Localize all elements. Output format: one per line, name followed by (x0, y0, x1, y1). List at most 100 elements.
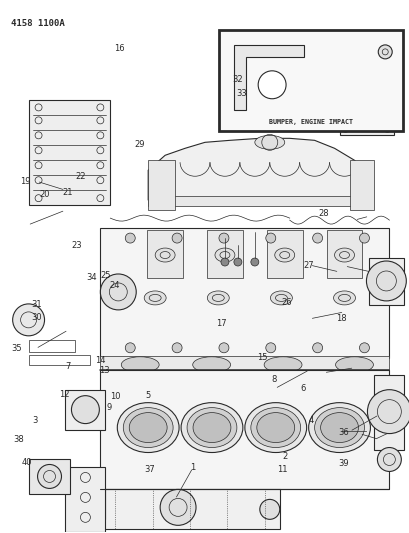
Text: 18: 18 (336, 314, 346, 323)
Polygon shape (65, 467, 105, 532)
Circle shape (172, 343, 182, 353)
Text: 28: 28 (317, 209, 328, 218)
Ellipse shape (123, 408, 173, 448)
Ellipse shape (207, 291, 229, 305)
Polygon shape (29, 459, 70, 495)
Polygon shape (100, 356, 389, 375)
Text: 34: 34 (86, 273, 97, 281)
Ellipse shape (144, 291, 166, 305)
Polygon shape (348, 160, 373, 210)
Text: 40: 40 (22, 458, 32, 466)
Ellipse shape (270, 291, 292, 305)
Ellipse shape (121, 357, 159, 373)
Text: 24: 24 (109, 280, 119, 289)
Text: 30: 30 (31, 312, 42, 321)
Ellipse shape (117, 402, 179, 453)
Circle shape (366, 390, 409, 433)
Ellipse shape (187, 408, 236, 448)
Text: 37: 37 (144, 465, 155, 474)
Circle shape (377, 448, 400, 472)
Circle shape (312, 343, 322, 353)
Circle shape (13, 304, 45, 336)
Polygon shape (148, 160, 175, 210)
Text: 35: 35 (12, 344, 22, 353)
Text: 5: 5 (145, 391, 150, 400)
Text: 38: 38 (13, 435, 25, 444)
Polygon shape (100, 228, 389, 358)
Polygon shape (266, 230, 302, 278)
Polygon shape (29, 100, 110, 205)
Circle shape (312, 233, 322, 243)
Ellipse shape (193, 413, 230, 442)
Polygon shape (100, 370, 389, 489)
Circle shape (259, 499, 279, 519)
Ellipse shape (334, 248, 354, 262)
Text: 4: 4 (308, 416, 313, 425)
Text: 22: 22 (75, 172, 85, 181)
Text: 26: 26 (281, 298, 291, 307)
Circle shape (71, 395, 99, 424)
Polygon shape (334, 91, 344, 120)
Polygon shape (339, 66, 393, 135)
Ellipse shape (314, 408, 364, 448)
Ellipse shape (129, 413, 167, 442)
Circle shape (100, 274, 136, 310)
Polygon shape (326, 230, 362, 278)
Text: 19: 19 (20, 177, 30, 186)
Circle shape (172, 233, 182, 243)
Text: 23: 23 (71, 241, 81, 250)
Ellipse shape (250, 408, 300, 448)
Polygon shape (373, 375, 403, 449)
Polygon shape (100, 489, 279, 529)
Ellipse shape (181, 402, 242, 453)
Circle shape (366, 261, 405, 301)
Circle shape (38, 464, 61, 488)
Circle shape (160, 489, 196, 526)
Ellipse shape (308, 402, 370, 453)
Circle shape (359, 343, 369, 353)
Circle shape (250, 258, 258, 266)
Ellipse shape (155, 248, 175, 262)
Text: 21: 21 (63, 188, 73, 197)
Text: 4158 1100A: 4158 1100A (11, 19, 64, 28)
Ellipse shape (256, 413, 294, 442)
Text: BUMPER, ENGINE IMPACT: BUMPER, ENGINE IMPACT (269, 119, 353, 125)
Ellipse shape (335, 357, 373, 373)
Text: 6: 6 (300, 384, 305, 393)
Text: 7: 7 (65, 362, 71, 371)
Circle shape (265, 233, 275, 243)
Text: 14: 14 (95, 356, 106, 365)
Circle shape (125, 343, 135, 353)
Text: 27: 27 (303, 261, 314, 270)
Circle shape (359, 233, 369, 243)
Circle shape (220, 258, 228, 266)
Text: 32: 32 (232, 75, 243, 84)
Ellipse shape (333, 291, 355, 305)
Circle shape (218, 233, 228, 243)
Circle shape (338, 72, 393, 128)
Text: 17: 17 (216, 319, 226, 328)
Text: 15: 15 (256, 353, 267, 362)
Text: 16: 16 (114, 44, 124, 53)
Text: 25: 25 (101, 271, 111, 279)
Text: 10: 10 (110, 392, 120, 401)
Circle shape (233, 258, 241, 266)
Circle shape (258, 71, 285, 99)
Text: 8: 8 (271, 375, 276, 384)
Text: 13: 13 (99, 366, 110, 375)
Polygon shape (207, 230, 242, 278)
Text: 12: 12 (58, 390, 69, 399)
Text: 36: 36 (338, 428, 348, 437)
Polygon shape (148, 139, 369, 200)
Ellipse shape (254, 135, 284, 149)
Circle shape (378, 45, 391, 59)
Ellipse shape (214, 248, 234, 262)
Text: 11: 11 (277, 465, 287, 474)
Text: 2: 2 (281, 453, 287, 462)
Text: 31: 31 (31, 300, 42, 309)
Polygon shape (369, 258, 403, 305)
Ellipse shape (244, 402, 306, 453)
Text: 33: 33 (236, 89, 247, 98)
Polygon shape (147, 230, 183, 278)
Text: 3: 3 (33, 416, 38, 425)
